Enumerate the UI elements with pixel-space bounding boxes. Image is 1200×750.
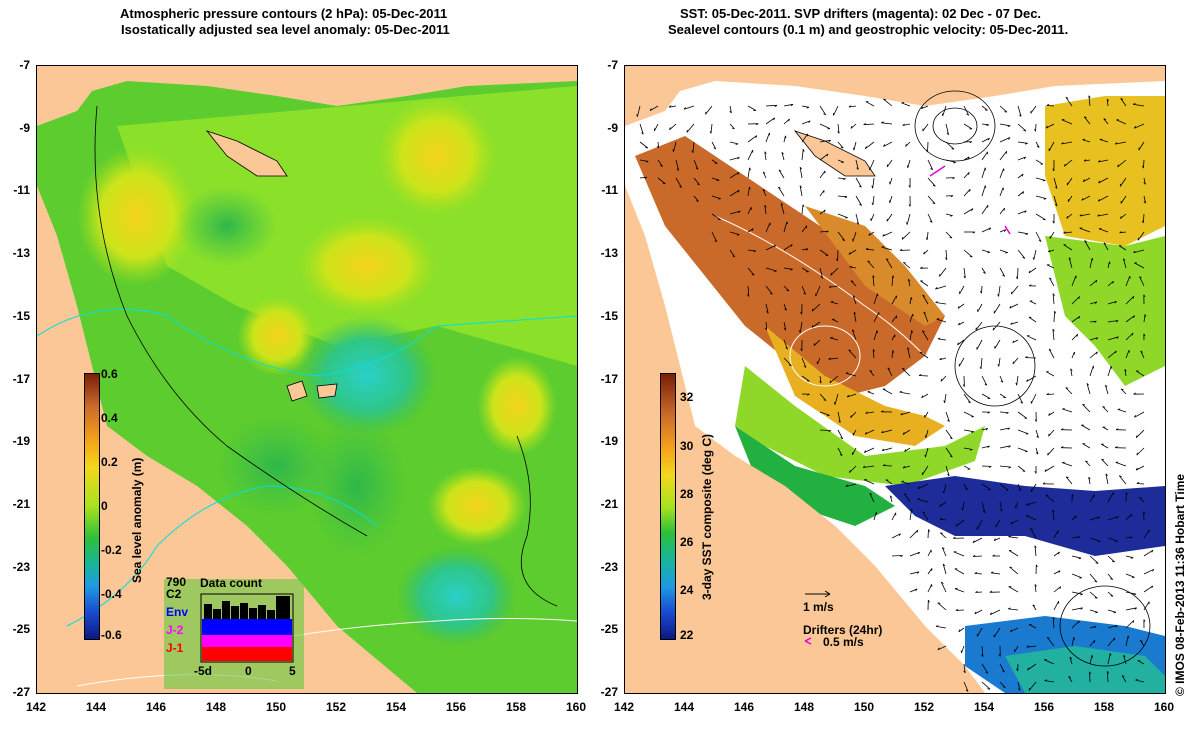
- left-xtick-142: 142: [26, 700, 47, 714]
- right-xtick-152: 152: [914, 700, 935, 714]
- sla-field: [37, 66, 577, 693]
- sst-cb-tick-3: 26: [680, 535, 694, 549]
- island: [205, 130, 288, 177]
- sst-cb-tick-4: 24: [680, 583, 694, 597]
- right-xtick-158: 158: [1094, 700, 1115, 714]
- right-ytick--15: -15: [600, 308, 618, 323]
- sst-field: [625, 66, 1165, 693]
- right-xtick-144: 144: [674, 700, 695, 714]
- velocity-legend-label: 1 m/s: [803, 600, 834, 614]
- sst-cb-tick-1: 30: [680, 439, 694, 453]
- left-xtick-148: 148: [206, 700, 227, 714]
- legend-j1: J-1: [166, 641, 184, 655]
- legend-c2: C2: [166, 587, 182, 601]
- left-ytick--13: -13: [12, 246, 30, 261]
- right-ytick--21: -21: [600, 496, 618, 511]
- left-xtick-144: 144: [86, 700, 107, 714]
- png-land: [625, 66, 1165, 126]
- right-xtick-160: 160: [1154, 700, 1175, 714]
- sst-cb-tick-0: 32: [680, 390, 694, 404]
- right-ytick--27: -27: [600, 685, 618, 699]
- left-ytick--27: -27: [12, 685, 30, 699]
- left-ytick--9: -9: [19, 120, 30, 135]
- data-count-inset: Data count 790 C2 Env J-2 J-1 -5d: [164, 575, 304, 689]
- right-ytick--13: -13: [600, 246, 618, 261]
- sla-cb-tick-3: 0: [101, 499, 108, 513]
- cool-sst-patch: [885, 476, 1165, 556]
- right-xtick-146: 146: [734, 700, 755, 714]
- sla-cb-tick-4: -0.2: [101, 543, 122, 557]
- right-xtick-156: 156: [1034, 700, 1055, 714]
- sla-colorbar: [84, 373, 100, 640]
- sst-colorbar: [660, 373, 676, 640]
- right-ytick--9: -9: [607, 120, 618, 135]
- right-xtick-148: 148: [794, 700, 815, 714]
- sla-cb-tick-1: 0.4: [101, 411, 118, 425]
- sst-colorbar-label: 3-day SST composite (deg C): [700, 433, 714, 600]
- right-xtick-154: 154: [974, 700, 995, 714]
- left-xtick-150: 150: [266, 700, 287, 714]
- left-ytick--25: -25: [12, 622, 30, 637]
- australia-land: [625, 186, 985, 693]
- data-count-xtick-5: 5: [289, 664, 296, 678]
- left-ytick--7: -7: [19, 58, 30, 72]
- annotation-790: 790: [166, 575, 187, 589]
- right-xtick-150: 150: [854, 700, 875, 714]
- left-xtick-152: 152: [326, 700, 347, 714]
- sla-cb-tick-2: 0.2: [101, 455, 118, 469]
- drifters-speed-label: 0.5 m/s: [823, 635, 864, 649]
- left-xtick-154: 154: [386, 700, 407, 714]
- right-ytick--7: -7: [607, 58, 618, 72]
- right-ytick--17: -17: [600, 371, 618, 386]
- left-map: Data count 790 C2 Env J-2 J-1 -5d: [36, 65, 578, 694]
- left-ytick--11: -11: [13, 183, 30, 198]
- left-ytick--17: -17: [12, 371, 30, 386]
- left-xtick-146: 146: [146, 700, 167, 714]
- left-ytick--15: -15: [12, 308, 30, 323]
- sst-cb-tick-5: 22: [680, 628, 694, 642]
- velocity-arrows: [636, 95, 1155, 692]
- right-ytick--25: -25: [600, 622, 618, 637]
- warm-sst-band: [635, 136, 945, 396]
- sla-cb-tick-0: 0.6: [101, 367, 118, 381]
- right-ytick--11: -11: [601, 183, 618, 198]
- left-xtick-158: 158: [506, 700, 527, 714]
- right-ytick--19: -19: [600, 434, 618, 449]
- right-title-line1: SST: 05-Dec-2011. SVP drifters (magenta)…: [680, 6, 1042, 21]
- data-count-bars: [202, 596, 292, 661]
- velocity-legend-arrow: [804, 590, 831, 645]
- drifters-legend-label: Drifters (24hr): [803, 623, 883, 637]
- data-count-xtick-neg5: -5d: [194, 664, 212, 678]
- legend-env: Env: [166, 605, 189, 619]
- data-count-xtick-0: 0: [245, 664, 252, 678]
- data-count-chart: [200, 593, 294, 663]
- left-ytick--19: -19: [12, 434, 30, 449]
- sla-colorbar-label: Sea level anomaly (m): [130, 457, 144, 583]
- credit-text: © IMOS 08-Feb-2013 11:36 Hobart Time: [1173, 473, 1187, 696]
- green-sst-band: [735, 366, 985, 486]
- sst-cb-tick-2: 28: [680, 487, 694, 501]
- left-ytick--21: -21: [12, 496, 30, 511]
- left-title-line1: Atmospheric pressure contours (2 hPa): 0…: [120, 6, 448, 21]
- legend-j2: J-2: [166, 623, 184, 637]
- right-map: 1 m/s Drifters (24hr) 0.5 m/s: [624, 65, 1166, 694]
- data-count-title: Data count: [200, 576, 263, 590]
- left-xtick-160: 160: [566, 700, 587, 714]
- left-xtick-156: 156: [446, 700, 467, 714]
- left-ytick--23: -23: [12, 559, 30, 574]
- right-title-line2: Sealevel contours (0.1 m) and geostrophi…: [668, 22, 1069, 37]
- png-land: [37, 66, 577, 126]
- sla-cb-tick-6: -0.6: [101, 628, 122, 642]
- sla-cb-tick-5: -0.4: [101, 587, 122, 601]
- left-title-line2: Isostatically adjusted sea level anomaly…: [121, 22, 450, 37]
- right-xtick-142: 142: [614, 700, 635, 714]
- australia-land: [37, 186, 397, 693]
- right-ytick--23: -23: [600, 559, 618, 574]
